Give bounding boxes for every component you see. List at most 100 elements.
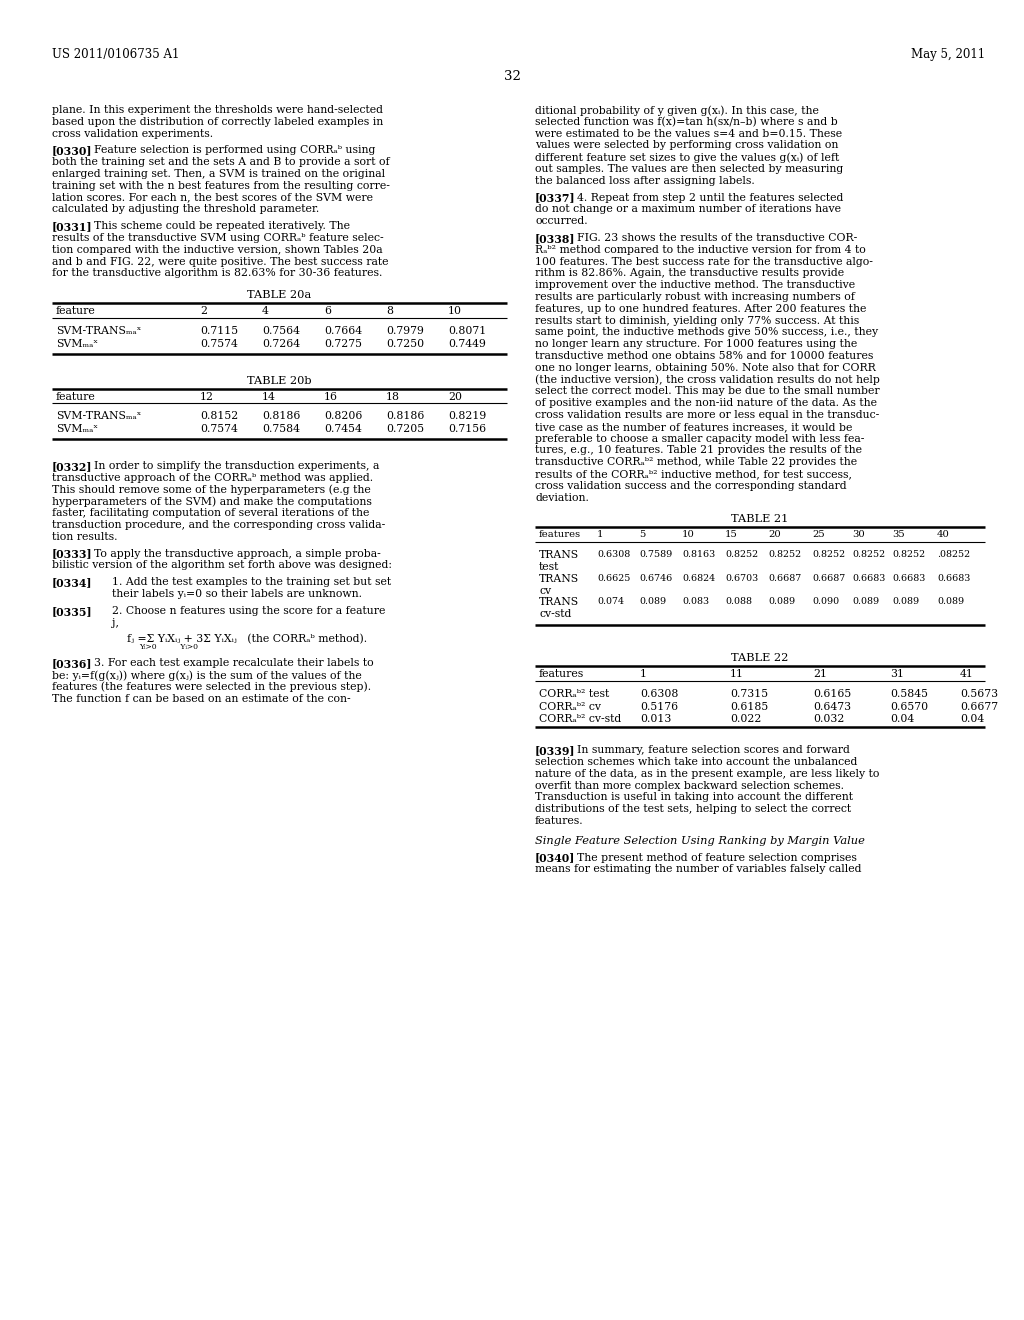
- Text: 0.7454: 0.7454: [324, 424, 361, 434]
- Text: 0.6687: 0.6687: [768, 574, 801, 583]
- Text: 0.090: 0.090: [812, 598, 839, 606]
- Text: 0.089: 0.089: [892, 598, 920, 606]
- Text: 0.04: 0.04: [890, 714, 914, 725]
- Text: 4: 4: [262, 306, 269, 317]
- Text: and b and FIG. 22, were quite positive. The best success rate: and b and FIG. 22, were quite positive. …: [52, 256, 388, 267]
- Text: tive case as the number of features increases, it would be: tive case as the number of features incr…: [535, 422, 852, 432]
- Text: results start to diminish, yielding only 77% success. At this: results start to diminish, yielding only…: [535, 315, 859, 326]
- Text: out samples. The values are then selected by measuring: out samples. The values are then selecte…: [535, 164, 843, 174]
- Text: CORRₐᵇ² test: CORRₐᵇ² test: [539, 689, 609, 698]
- Text: 0.6746: 0.6746: [639, 574, 672, 583]
- Text: tures, e.g., 10 features. Table 21 provides the results of the: tures, e.g., 10 features. Table 21 provi…: [535, 445, 862, 455]
- Text: were estimated to be the values s=4 and b=0.15. These: were estimated to be the values s=4 and …: [535, 128, 842, 139]
- Text: 6: 6: [324, 306, 331, 317]
- Text: do not change or a maximum number of iterations have: do not change or a maximum number of ite…: [535, 205, 841, 214]
- Text: bilistic version of the algorithm set forth above was designed:: bilistic version of the algorithm set fo…: [52, 561, 392, 570]
- Text: no longer learn any structure. For 1000 features using the: no longer learn any structure. For 1000 …: [535, 339, 857, 350]
- Text: hyperparameters of the SVM) and make the computations: hyperparameters of the SVM) and make the…: [52, 496, 372, 507]
- Text: 0.8219: 0.8219: [449, 412, 486, 421]
- Text: 0.8252: 0.8252: [768, 550, 801, 560]
- Text: 1. Add the test examples to the training set but set: 1. Add the test examples to the training…: [112, 577, 391, 587]
- Text: nature of the data, as in the present example, are less likely to: nature of the data, as in the present ex…: [535, 768, 880, 779]
- Text: feature: feature: [56, 392, 96, 401]
- Text: 0.6570: 0.6570: [890, 702, 928, 711]
- Text: for the transductive algorithm is 82.63% for 30-36 features.: for the transductive algorithm is 82.63%…: [52, 268, 382, 279]
- Text: 0.8152: 0.8152: [200, 412, 239, 421]
- Text: 16: 16: [324, 392, 338, 401]
- Text: 4. Repeat from step 2 until the features selected: 4. Repeat from step 2 until the features…: [577, 193, 844, 202]
- Text: fⱼ =Σ YᵢXᵢⱼ + 3Σ YᵢXᵢⱼ   (the CORRₐᵇ method).: fⱼ =Σ YᵢXᵢⱼ + 3Σ YᵢXᵢⱼ (the CORRₐᵇ metho…: [127, 635, 368, 644]
- Text: [0336]: [0336]: [52, 659, 92, 669]
- Text: 0.8163: 0.8163: [682, 550, 715, 560]
- Text: 10: 10: [682, 531, 695, 540]
- Text: 25: 25: [812, 531, 824, 540]
- Text: cross validation results are more or less equal in the transduc-: cross validation results are more or les…: [535, 411, 880, 420]
- Text: improvement over the inductive method. The transductive: improvement over the inductive method. T…: [535, 280, 855, 290]
- Text: [0339]: [0339]: [535, 746, 575, 756]
- Text: 32: 32: [504, 70, 520, 83]
- Text: plane. In this experiment the thresholds were hand-selected: plane. In this experiment the thresholds…: [52, 106, 383, 115]
- Text: 0.8206: 0.8206: [324, 412, 362, 421]
- Text: j,: j,: [112, 618, 119, 627]
- Text: [0333]: [0333]: [52, 549, 92, 560]
- Text: 8: 8: [386, 306, 393, 317]
- Text: 0.6683: 0.6683: [937, 574, 971, 583]
- Text: [0330]: [0330]: [52, 145, 92, 156]
- Text: .08252: .08252: [937, 550, 970, 560]
- Text: 0.6473: 0.6473: [813, 702, 851, 711]
- Text: 0.7664: 0.7664: [324, 326, 362, 337]
- Text: cross validation experiments.: cross validation experiments.: [52, 128, 213, 139]
- Text: selected function was f(x)=tan h(sx/n–b) where s and b: selected function was f(x)=tan h(sx/n–b)…: [535, 116, 838, 127]
- Text: the balanced loss after assigning labels.: the balanced loss after assigning labels…: [535, 176, 755, 186]
- Text: 0.7315: 0.7315: [730, 689, 768, 698]
- Text: This should remove some of the hyperparameters (e.g the: This should remove some of the hyperpara…: [52, 484, 371, 495]
- Text: FIG. 23 shows the results of the transductive COR-: FIG. 23 shows the results of the transdu…: [577, 234, 857, 243]
- Text: [0340]: [0340]: [535, 853, 575, 863]
- Text: SVM-TRANSₘₐˣ: SVM-TRANSₘₐˣ: [56, 326, 141, 337]
- Text: deviation.: deviation.: [535, 492, 589, 503]
- Text: 0.8186: 0.8186: [386, 412, 424, 421]
- Text: 0.5673: 0.5673: [961, 689, 998, 698]
- Text: TRANS: TRANS: [539, 550, 580, 560]
- Text: selection schemes which take into account the unbalanced: selection schemes which take into accoun…: [535, 756, 857, 767]
- Text: both the training set and the sets A and B to provide a sort of: both the training set and the sets A and…: [52, 157, 389, 168]
- Text: one no longer learns, obtaining 50%. Note also that for CORR: one no longer learns, obtaining 50%. Not…: [535, 363, 876, 372]
- Text: calculated by adjusting the threshold parameter.: calculated by adjusting the threshold pa…: [52, 205, 319, 214]
- Text: The present method of feature selection comprises: The present method of feature selection …: [577, 853, 857, 862]
- Text: CORRₐᵇ² cv: CORRₐᵇ² cv: [539, 702, 601, 711]
- Text: 0.8252: 0.8252: [725, 550, 758, 560]
- Text: To apply the transductive approach, a simple proba-: To apply the transductive approach, a si…: [94, 549, 381, 558]
- Text: Single Feature Selection Using Ranking by Margin Value: Single Feature Selection Using Ranking b…: [535, 836, 865, 846]
- Text: 40: 40: [937, 531, 950, 540]
- Text: 0.7574: 0.7574: [200, 424, 238, 434]
- Text: 0.6308: 0.6308: [597, 550, 630, 560]
- Text: 0.7264: 0.7264: [262, 339, 300, 348]
- Text: results of the CORRₐᵇ² inductive method, for test success,: results of the CORRₐᵇ² inductive method,…: [535, 469, 852, 479]
- Text: 20: 20: [449, 392, 462, 401]
- Text: 0.6703: 0.6703: [725, 574, 758, 583]
- Text: TRANS: TRANS: [539, 598, 580, 607]
- Text: preferable to choose a smaller capacity model with less fea-: preferable to choose a smaller capacity …: [535, 433, 864, 444]
- Text: overfit than more complex backward selection schemes.: overfit than more complex backward selec…: [535, 780, 844, 791]
- Text: transductive method one obtains 58% and for 10000 features: transductive method one obtains 58% and …: [535, 351, 873, 360]
- Text: features: features: [539, 669, 585, 678]
- Text: 0.6308: 0.6308: [640, 689, 678, 698]
- Text: 31: 31: [890, 669, 904, 678]
- Text: cross validation success and the corresponding standard: cross validation success and the corresp…: [535, 480, 847, 491]
- Text: 0.013: 0.013: [640, 714, 672, 725]
- Text: 15: 15: [725, 531, 738, 540]
- Text: 1: 1: [597, 531, 603, 540]
- Text: 0.8252: 0.8252: [812, 550, 845, 560]
- Text: features.: features.: [535, 816, 584, 826]
- Text: 0.089: 0.089: [852, 598, 880, 606]
- Text: SVMₘₐˣ: SVMₘₐˣ: [56, 339, 98, 348]
- Text: faster, facilitating computation of several iterations of the: faster, facilitating computation of seve…: [52, 508, 370, 519]
- Text: 0.6677: 0.6677: [961, 702, 998, 711]
- Text: 0.7156: 0.7156: [449, 424, 486, 434]
- Text: 11: 11: [730, 669, 744, 678]
- Text: 30: 30: [852, 531, 864, 540]
- Text: of positive examples and the non-iid nature of the data. As the: of positive examples and the non-iid nat…: [535, 399, 877, 408]
- Text: 0.8186: 0.8186: [262, 412, 300, 421]
- Text: training set with the n best features from the resulting corre-: training set with the n best features fr…: [52, 181, 390, 191]
- Text: 0.7250: 0.7250: [386, 339, 424, 348]
